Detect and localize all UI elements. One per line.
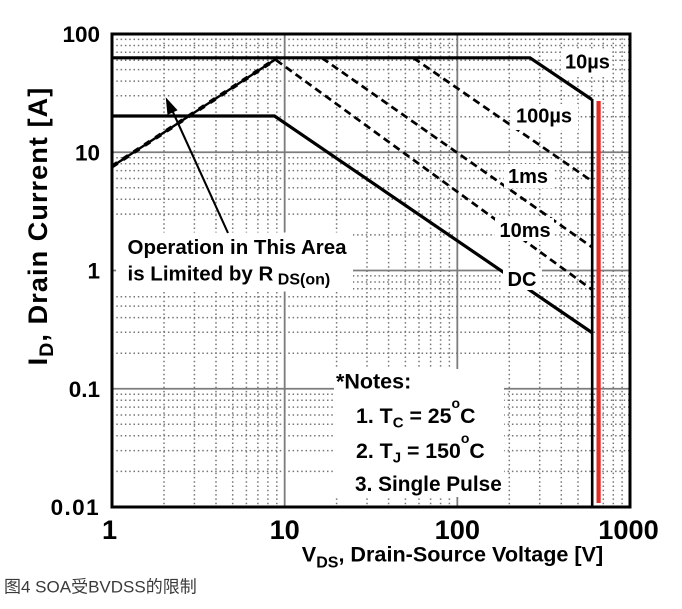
svg-text:图4 SOA受BVDSS的限制: 图4 SOA受BVDSS的限制 <box>4 578 197 597</box>
svg-text:1: 1 <box>87 259 100 284</box>
svg-text:1000: 1000 <box>598 514 658 545</box>
svg-text:0.01: 0.01 <box>51 495 100 520</box>
svg-text:100µs: 100µs <box>516 106 572 128</box>
svg-text:10ms: 10ms <box>500 220 551 242</box>
svg-text:1ms: 1ms <box>508 166 548 188</box>
svg-text:10µs: 10µs <box>565 52 610 74</box>
svg-text:Operation in This Area: Operation in This Area <box>128 236 348 259</box>
svg-text:10: 10 <box>270 514 300 545</box>
svg-text:*Notes:: *Notes: <box>336 370 411 394</box>
svg-text:100: 100 <box>435 514 480 545</box>
svg-text:1: 1 <box>102 514 117 545</box>
svg-text:100: 100 <box>62 22 100 47</box>
svg-text:10: 10 <box>75 140 100 165</box>
svg-text:ID, Drain Current [A]: ID, Drain Current [A] <box>23 87 58 366</box>
svg-text:0.1: 0.1 <box>69 377 100 402</box>
svg-text:DC: DC <box>508 269 537 291</box>
svg-text:3. Single Pulse: 3. Single Pulse <box>355 473 502 496</box>
